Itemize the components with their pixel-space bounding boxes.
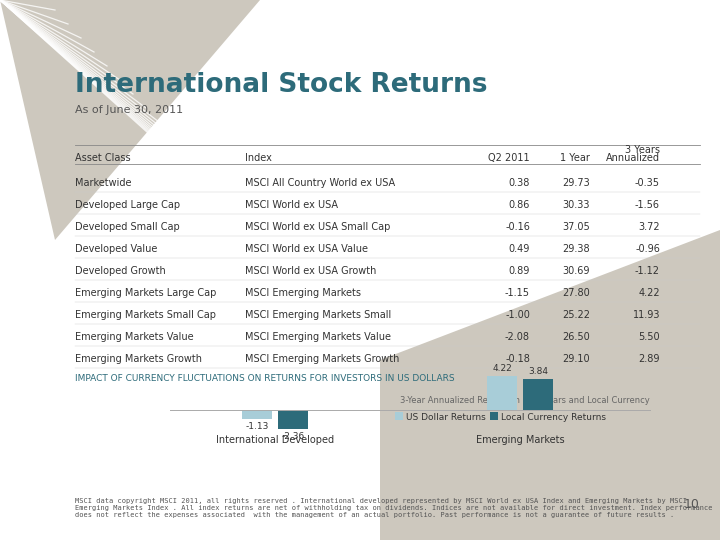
Text: MSCI Emerging Markets Growth: MSCI Emerging Markets Growth: [245, 354, 400, 364]
Text: 4.22: 4.22: [639, 288, 660, 298]
Text: 3.72: 3.72: [639, 222, 660, 232]
Text: -1.15: -1.15: [505, 288, 530, 298]
Text: Annualized: Annualized: [606, 153, 660, 163]
Text: 30.33: 30.33: [562, 200, 590, 210]
Text: Emerging Markets Large Cap: Emerging Markets Large Cap: [75, 288, 217, 298]
Text: Emerging Markets: Emerging Markets: [476, 435, 564, 445]
Text: -1.12: -1.12: [635, 266, 660, 276]
Bar: [490, 412, 498, 420]
Text: -1.00: -1.00: [505, 310, 530, 320]
Text: 29.38: 29.38: [562, 244, 590, 254]
Text: MSCI World ex USA: MSCI World ex USA: [245, 200, 338, 210]
Text: -1.13: -1.13: [246, 422, 269, 431]
Text: Developed Growth: Developed Growth: [75, 266, 166, 276]
Text: -0.35: -0.35: [635, 178, 660, 188]
Text: MSCI World ex USA Small Cap: MSCI World ex USA Small Cap: [245, 222, 390, 232]
Text: 1 Year: 1 Year: [560, 153, 590, 163]
Text: 3.84: 3.84: [528, 367, 548, 376]
Text: 29.73: 29.73: [562, 178, 590, 188]
Bar: [523, 379, 553, 410]
Text: 0.38: 0.38: [508, 178, 530, 188]
Text: MSCI World ex USA Value: MSCI World ex USA Value: [245, 244, 368, 254]
Text: 4.22: 4.22: [492, 364, 512, 373]
Text: -0.16: -0.16: [505, 222, 530, 232]
Text: 3 Years: 3 Years: [625, 145, 660, 155]
Bar: [395, 412, 403, 420]
Text: -1.56: -1.56: [635, 200, 660, 210]
Text: MSCI Emerging Markets Value: MSCI Emerging Markets Value: [245, 332, 391, 342]
Text: Local Currency Returns: Local Currency Returns: [501, 413, 606, 422]
Text: As of June 30, 2011: As of June 30, 2011: [75, 105, 183, 115]
Text: Q2 2011: Q2 2011: [488, 153, 530, 163]
Text: 27.80: 27.80: [562, 288, 590, 298]
Text: Developed Small Cap: Developed Small Cap: [75, 222, 180, 232]
Text: Emerging Markets Value: Emerging Markets Value: [75, 332, 194, 342]
Text: 11.93: 11.93: [632, 310, 660, 320]
Text: -2.36: -2.36: [282, 432, 305, 441]
Text: Developed Value: Developed Value: [75, 244, 158, 254]
Bar: [278, 410, 308, 429]
Text: 26.50: 26.50: [562, 332, 590, 342]
Polygon shape: [0, 0, 260, 240]
Text: 2.89: 2.89: [639, 354, 660, 364]
Text: MSCI data copyright MSCI 2011, all rights reserved . International developed rep: MSCI data copyright MSCI 2011, all right…: [75, 498, 713, 518]
Text: Emerging Markets Small Cap: Emerging Markets Small Cap: [75, 310, 216, 320]
Text: Emerging Markets Growth: Emerging Markets Growth: [75, 354, 202, 364]
Bar: [242, 410, 272, 419]
Text: International Stock Returns: International Stock Returns: [75, 72, 487, 98]
Text: 5.50: 5.50: [639, 332, 660, 342]
Text: 0.86: 0.86: [508, 200, 530, 210]
Text: Index: Index: [245, 153, 272, 163]
Text: MSCI All Country World ex USA: MSCI All Country World ex USA: [245, 178, 395, 188]
Text: MSCI World ex USA Growth: MSCI World ex USA Growth: [245, 266, 377, 276]
Text: US Dollar Returns: US Dollar Returns: [406, 413, 486, 422]
Text: 3-Year Annualized Returns in US Dollars and Local Currency: 3-Year Annualized Returns in US Dollars …: [400, 396, 649, 405]
Text: 37.05: 37.05: [562, 222, 590, 232]
Text: 29.10: 29.10: [562, 354, 590, 364]
Bar: [487, 376, 517, 410]
Text: MSCI Emerging Markets Small: MSCI Emerging Markets Small: [245, 310, 391, 320]
Text: Marketwide: Marketwide: [75, 178, 132, 188]
Text: 0.49: 0.49: [508, 244, 530, 254]
Text: 0.89: 0.89: [508, 266, 530, 276]
Text: -0.96: -0.96: [635, 244, 660, 254]
Text: Asset Class: Asset Class: [75, 153, 130, 163]
Polygon shape: [380, 230, 720, 540]
Text: 10: 10: [684, 498, 700, 511]
Text: IMPACT OF CURRENCY FLUCTUATIONS ON RETURNS FOR INVESTORS IN US DOLLARS: IMPACT OF CURRENCY FLUCTUATIONS ON RETUR…: [75, 374, 454, 383]
Text: 25.22: 25.22: [562, 310, 590, 320]
Text: 30.69: 30.69: [562, 266, 590, 276]
Text: Developed Large Cap: Developed Large Cap: [75, 200, 180, 210]
Text: MSCI Emerging Markets: MSCI Emerging Markets: [245, 288, 361, 298]
Text: International Developed: International Developed: [216, 435, 334, 445]
Text: -0.18: -0.18: [505, 354, 530, 364]
Text: -2.08: -2.08: [505, 332, 530, 342]
